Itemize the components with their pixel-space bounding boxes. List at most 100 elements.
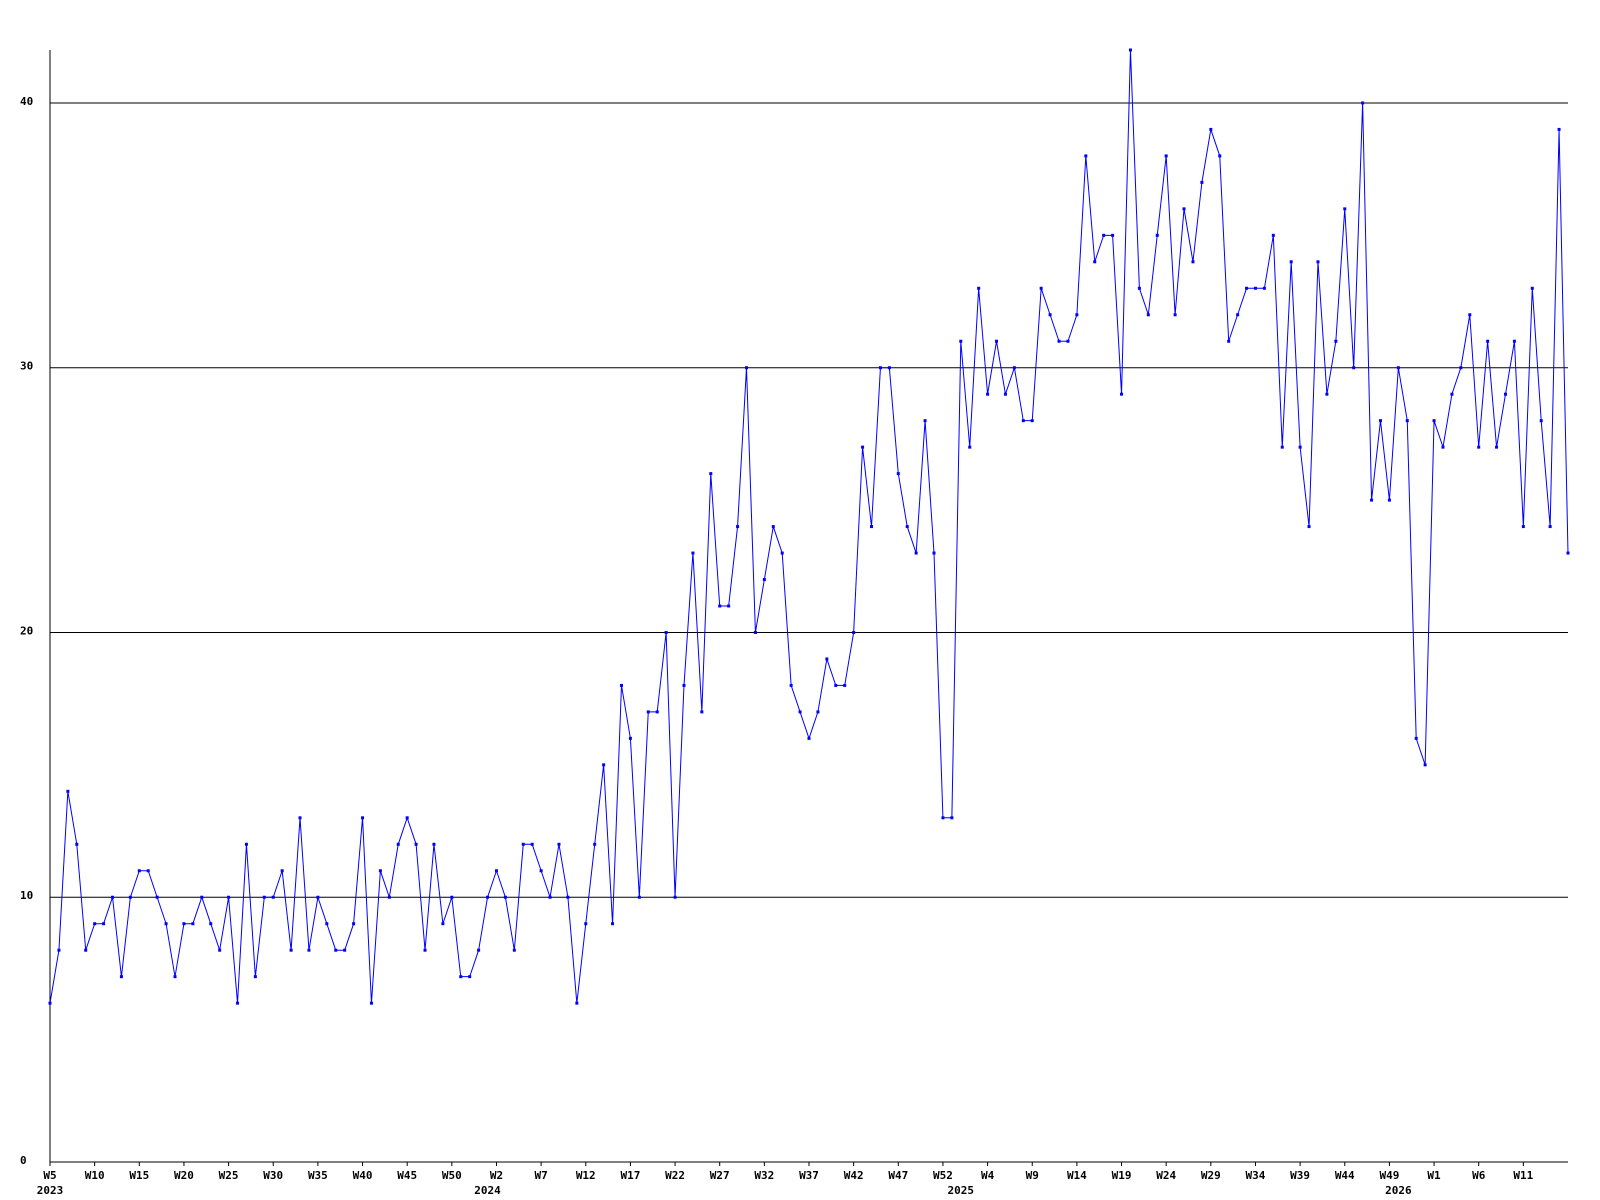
data-point	[298, 816, 302, 820]
data-point	[1539, 419, 1543, 423]
data-point	[771, 525, 775, 529]
data-point	[486, 895, 490, 899]
data-point	[1423, 763, 1427, 767]
data-point	[1334, 339, 1338, 343]
data-point	[1495, 445, 1499, 449]
data-point	[280, 869, 284, 873]
data-point	[878, 366, 882, 370]
data-point	[459, 975, 463, 979]
data-point	[316, 895, 320, 899]
data-point	[93, 922, 97, 926]
data-point	[923, 419, 927, 423]
x-tick-label: W47	[888, 1169, 908, 1182]
data-point	[1378, 419, 1382, 423]
data-point	[1387, 498, 1391, 502]
x-tick-label: W1	[1427, 1169, 1441, 1182]
data-point	[977, 286, 981, 290]
data-point	[1012, 366, 1016, 370]
data-point	[1057, 339, 1061, 343]
x-tick-label: W24	[1156, 1169, 1176, 1182]
data-point	[870, 525, 874, 529]
data-point	[780, 551, 784, 555]
data-point	[1405, 419, 1409, 423]
x-tick-label: W45	[397, 1169, 417, 1182]
data-point	[66, 789, 70, 793]
data-point	[1396, 366, 1400, 370]
data-point	[191, 922, 195, 926]
data-point	[602, 763, 606, 767]
x-year-label: 2026	[1385, 1184, 1412, 1197]
data-point	[155, 895, 159, 899]
x-tick-label: W40	[353, 1169, 373, 1182]
data-point	[1200, 180, 1204, 184]
data-point	[843, 683, 847, 687]
data-point	[1137, 286, 1141, 290]
x-tick-label: W19	[1112, 1169, 1132, 1182]
data-point	[1066, 339, 1070, 343]
data-point	[807, 736, 811, 740]
data-point	[852, 630, 856, 634]
data-point	[1557, 127, 1561, 131]
data-point	[1021, 419, 1025, 423]
data-point	[468, 975, 472, 979]
y-tick-label: 30	[20, 360, 33, 373]
data-point	[682, 683, 686, 687]
x-tick-label: W15	[129, 1169, 149, 1182]
data-point	[1298, 445, 1302, 449]
x-tick-label: W9	[1026, 1169, 1039, 1182]
data-point	[673, 895, 677, 899]
data-point	[1361, 101, 1365, 105]
data-point	[1521, 525, 1525, 529]
data-point	[494, 869, 498, 873]
data-point	[700, 710, 704, 714]
x-tick-label: W37	[799, 1169, 819, 1182]
data-point	[1164, 154, 1168, 158]
data-point	[1084, 154, 1088, 158]
data-point	[825, 657, 829, 661]
data-point	[530, 842, 534, 846]
data-point	[227, 895, 231, 899]
data-point	[1003, 392, 1007, 396]
x-tick-label: W22	[665, 1169, 685, 1182]
data-point	[1316, 260, 1320, 264]
data-point	[352, 922, 356, 926]
data-point	[1530, 286, 1534, 290]
data-point	[1218, 154, 1222, 158]
data-point	[691, 551, 695, 555]
x-tick-label: W34	[1246, 1169, 1266, 1182]
data-point	[575, 1001, 579, 1005]
data-point	[1093, 260, 1097, 264]
data-point	[1486, 339, 1490, 343]
data-point	[861, 445, 865, 449]
data-point	[1477, 445, 1481, 449]
data-point	[1566, 551, 1570, 555]
data-point	[1173, 313, 1177, 317]
data-point	[253, 975, 257, 979]
data-point	[566, 895, 570, 899]
data-point	[334, 948, 338, 952]
data-point	[57, 948, 61, 952]
x-tick-label: W35	[308, 1169, 328, 1182]
data-point	[378, 869, 382, 873]
data-point	[762, 578, 766, 582]
data-point	[584, 922, 588, 926]
data-point	[1262, 286, 1266, 290]
data-point	[646, 710, 650, 714]
data-point	[1307, 525, 1311, 529]
data-point	[1236, 313, 1240, 317]
data-point	[262, 895, 266, 899]
data-point	[753, 630, 757, 634]
data-point	[628, 736, 632, 740]
data-point	[361, 816, 365, 820]
x-tick-label: W10	[85, 1169, 105, 1182]
data-point	[1280, 445, 1284, 449]
data-point	[789, 683, 793, 687]
data-point	[995, 339, 999, 343]
data-point	[173, 975, 177, 979]
data-point	[718, 604, 722, 608]
x-tick-label: W49	[1379, 1169, 1399, 1182]
data-point	[1102, 233, 1106, 237]
data-point	[1191, 260, 1195, 264]
